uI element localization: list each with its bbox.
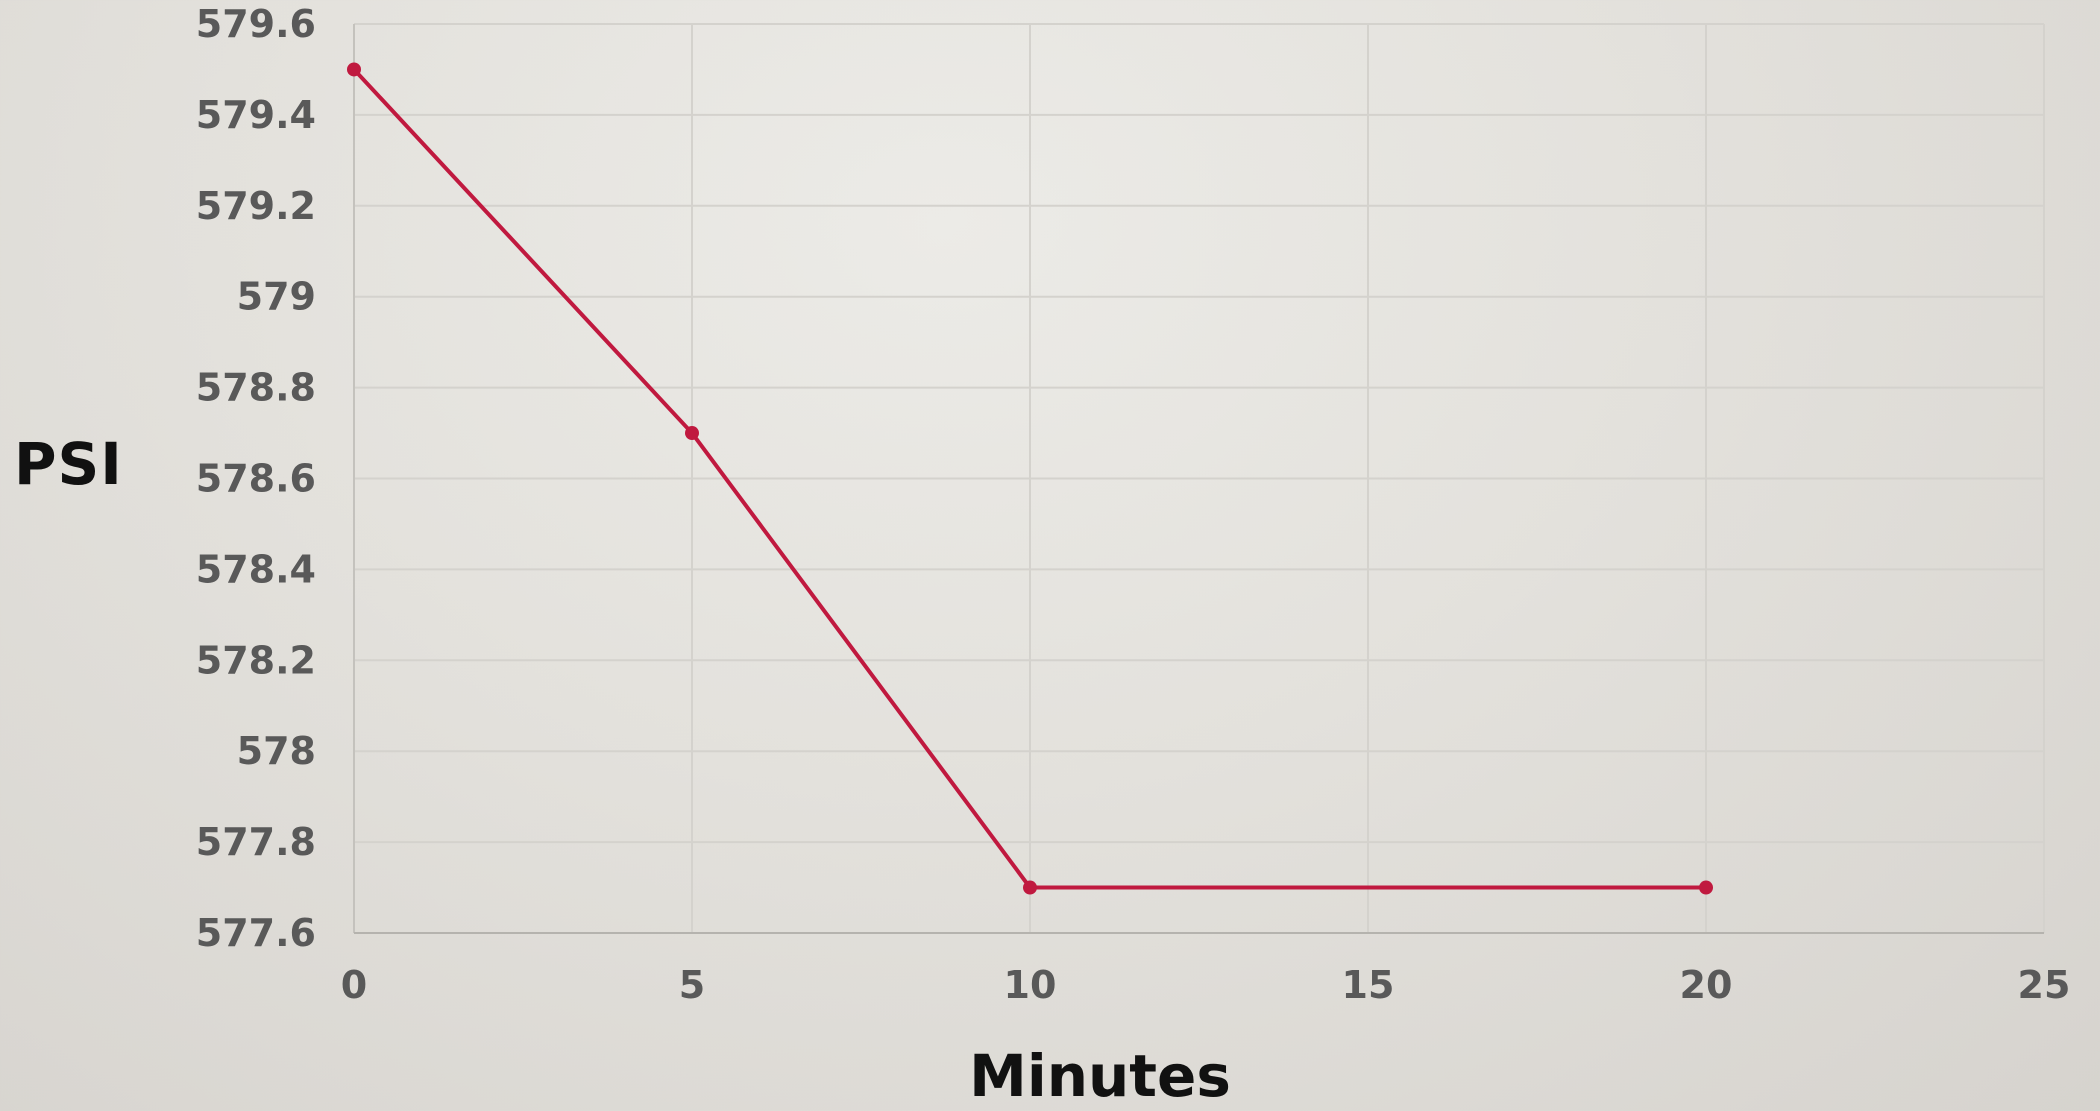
x-tick-label: 20 — [1680, 963, 1733, 1007]
data-point — [1699, 880, 1713, 895]
y-tick-label: 578.8 — [196, 366, 316, 410]
y-tick-label: 578.6 — [196, 457, 316, 501]
data-point — [347, 62, 361, 77]
y-axis-label: PSI — [14, 430, 123, 498]
y-tick-label: 577.6 — [196, 911, 316, 955]
x-axis-label: Minutes — [969, 1042, 1231, 1110]
x-tick-label: 10 — [1004, 963, 1057, 1007]
x-tick-label: 5 — [679, 963, 705, 1007]
x-tick-label: 15 — [1342, 963, 1395, 1007]
y-tick-label: 577.8 — [196, 820, 316, 864]
y-tick-label: 579 — [237, 275, 316, 319]
y-tick-label: 578.2 — [196, 638, 316, 682]
data-point — [1023, 880, 1037, 895]
y-tick-label: 578 — [237, 729, 316, 773]
x-tick-label: 25 — [2018, 963, 2071, 1007]
y-tick-label: 578.4 — [196, 547, 316, 591]
y-tick-label: 579.6 — [196, 2, 316, 46]
series-line — [352, 68, 1706, 890]
y-tick-label: 579.2 — [196, 184, 316, 228]
y-tick-label: 579.4 — [196, 93, 316, 137]
data-point — [685, 426, 699, 441]
x-tick-label: 0 — [341, 963, 367, 1007]
